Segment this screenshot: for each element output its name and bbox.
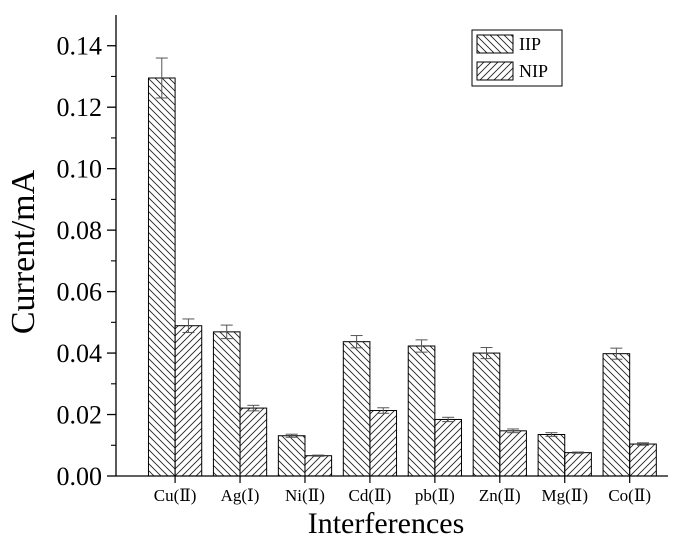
x-tick-label: Cd(Ⅱ) [349,486,392,505]
x-axis-title: Interferences [308,507,465,540]
bar-nip [239,407,268,477]
bar-nip [499,430,527,477]
x-tick-label: Cu(Ⅱ) [154,486,197,505]
axes: 0.00 0.02 0.04 0.06 0.08 0.10 0.12 0.14 Cu(Ⅱ) Ag(… [57,15,668,505]
bar-iip [407,345,436,477]
x-tick-label: pb(Ⅱ) [415,486,455,505]
bar-iip [277,435,306,477]
x-tick-label: Zn(Ⅱ) [479,486,521,505]
bar-nip [304,455,333,477]
y-tick-label: 0.12 [57,93,103,122]
x-tick-label: Co(Ⅱ) [608,486,651,505]
y-axis-title: Current/mA [5,169,42,334]
bar-nip [434,418,462,477]
legend-label-nip: NIP [519,61,548,81]
legend-swatch-iip [476,34,514,54]
y-tick-label: 0.02 [57,401,103,430]
bar-iip [537,434,566,477]
bar-iip [212,331,241,477]
bar-iip [602,353,631,477]
bar-nip [629,443,657,477]
y-tick-label: 0.14 [57,32,103,61]
x-tick-label: Mg(Ⅱ) [541,486,588,505]
bar-nip [564,452,592,477]
bar-iip [147,77,176,477]
y-tick-label: 0.10 [57,155,103,184]
y-tick-label: 0.04 [57,339,103,368]
y-tick-label: 0.00 [57,462,103,491]
legend: IIP NIP [471,29,563,87]
x-tick-label: Ag(Ⅰ) [221,486,260,505]
bars [147,57,657,477]
bar-nip [369,410,398,477]
legend-label-iip: IIP [519,34,541,54]
x-tick-label: Ni(Ⅱ) [285,486,325,505]
y-tick-label: 0.06 [57,278,103,307]
bar-nip [174,325,203,477]
y-tick-label: 0.08 [57,216,103,245]
bar-iip [342,341,371,477]
legend-swatch-nip [476,61,514,81]
bar-iip [472,352,501,477]
